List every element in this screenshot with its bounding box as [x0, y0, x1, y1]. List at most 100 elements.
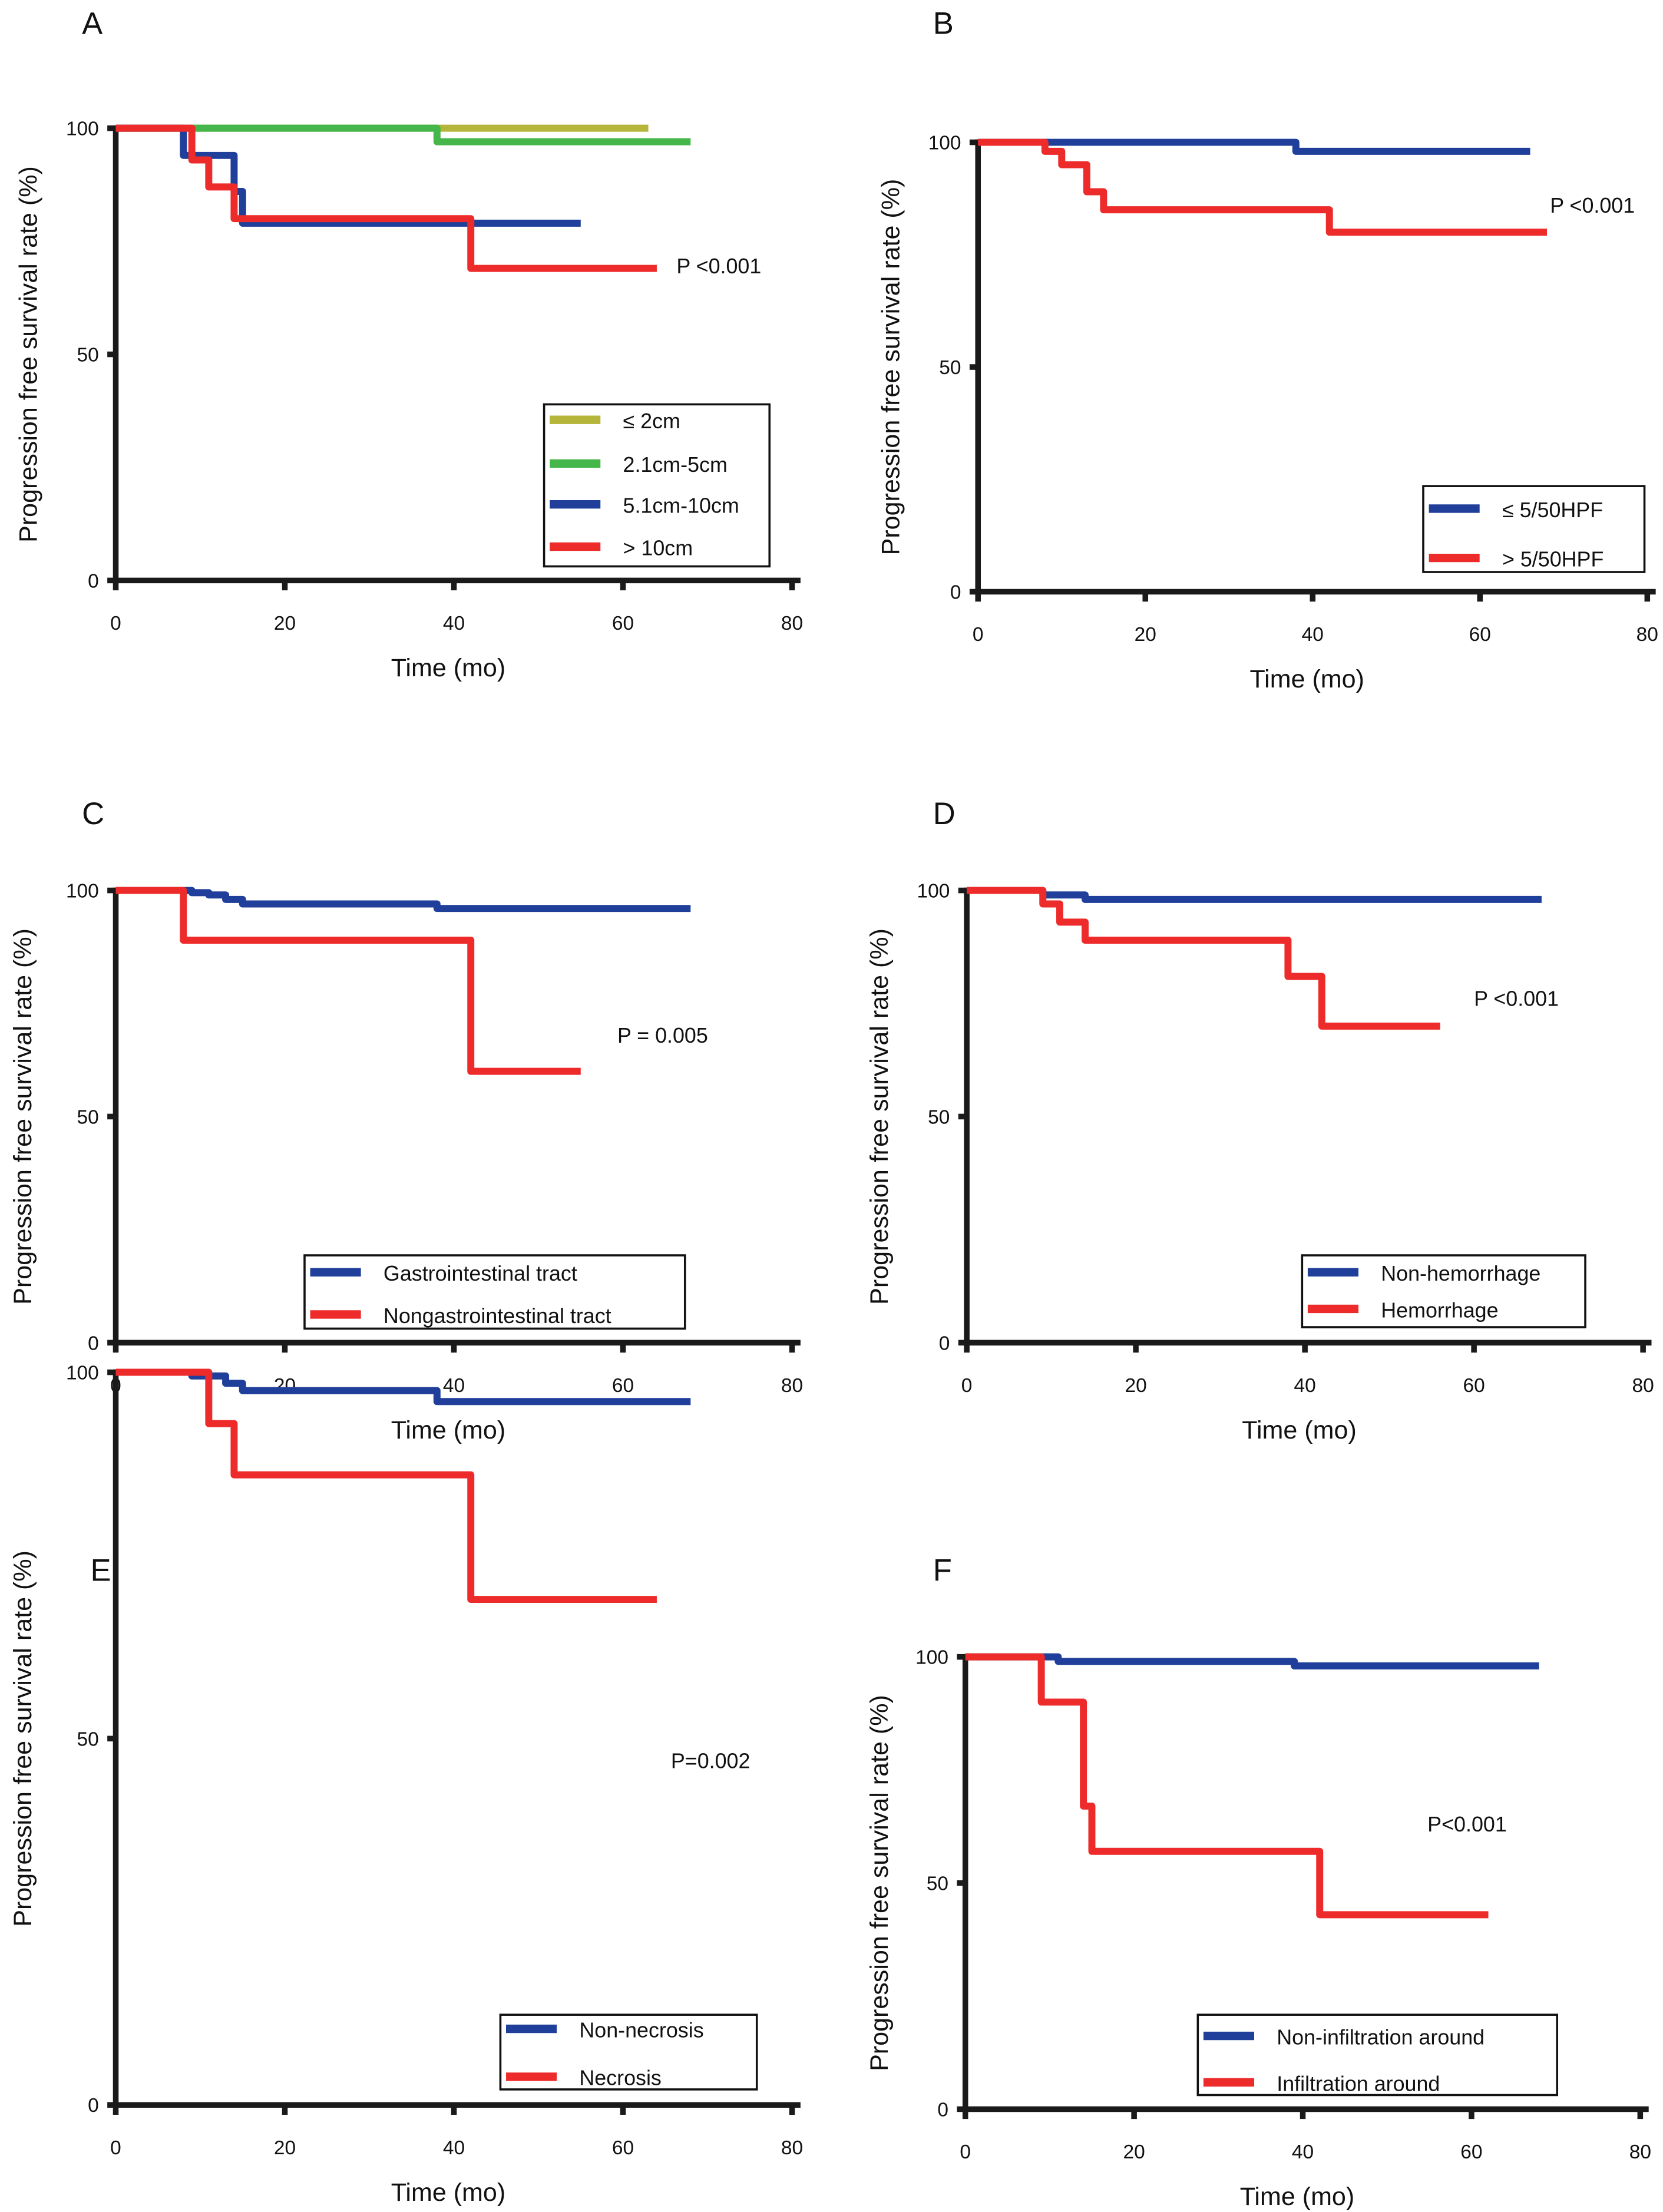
y-tick-label: 50	[927, 1873, 948, 1894]
legend-label: > 10cm	[623, 536, 693, 560]
legend-label: Nongastrointestinal tract	[383, 1304, 611, 1328]
p-value-annotation: P <0.001	[676, 254, 761, 278]
panel-letter: C	[82, 796, 104, 831]
survival-curve	[115, 887, 691, 912]
p-value-annotation: P <0.001	[1474, 987, 1559, 1011]
x-tick-label: 80	[1636, 624, 1658, 646]
legend-box	[303, 1254, 686, 1330]
x-tick-label: 0	[960, 2141, 971, 2163]
legend: Non-infiltration around Infiltration arou…	[1196, 2013, 1559, 2097]
x-tick-label: 60	[1469, 624, 1491, 646]
x-tick-label: 60	[1463, 1375, 1485, 1397]
survival-curve	[967, 887, 1542, 903]
survival-curve	[115, 1368, 657, 1603]
legend-box	[1301, 1254, 1586, 1328]
p-value-annotation: P = 0.005	[617, 1024, 708, 1047]
y-tick-label: 0	[937, 2099, 948, 2121]
y-axis-label: Progression free survival rate (%)	[865, 928, 894, 1305]
y-tick-label: 0	[950, 581, 961, 603]
survival-curve	[115, 124, 691, 146]
y-tick-label: 100	[66, 881, 99, 902]
legend: Gastrointestinal tract Nongastrointestina…	[303, 1254, 686, 1330]
y-tick-label: 0	[939, 1333, 950, 1354]
legend-label: ≤ 2cm	[623, 409, 680, 433]
x-tick-label: 40	[443, 2137, 465, 2159]
x-axis-label: Time (mo)	[391, 2178, 506, 2207]
panel-letter: D	[933, 796, 956, 831]
x-tick-label: 40	[1302, 624, 1324, 646]
legend: Non-hemorrhage Hemorrhage	[1301, 1254, 1586, 1328]
x-axis-label: Time (mo)	[1249, 665, 1364, 693]
panel-a: A 0 50 100 0 20 40 60 80 Time (mo) Progression fre…	[15, 6, 804, 682]
survival-curve	[965, 1653, 1539, 1669]
survival-curve	[978, 138, 1548, 236]
x-axis-label: Time (mo)	[1240, 2183, 1355, 2211]
survival-curve	[115, 1368, 691, 1406]
x-tick-label: 40	[443, 613, 465, 634]
legend-box	[543, 403, 771, 568]
p-value-annotation: P <0.001	[1550, 194, 1635, 217]
legend-label: Gastrointestinal tract	[383, 1262, 577, 1285]
y-tick-label: 50	[77, 344, 99, 366]
y-tick-label: 100	[66, 1362, 99, 1384]
panel-e: E 0 50 100 0 20 40 60 80 Time (mo) Progression fre…	[9, 1362, 803, 2206]
x-tick-label: 80	[1629, 2141, 1651, 2163]
y-axis-label: Progression free survival rate (%)	[9, 928, 37, 1305]
x-tick-label: 0	[110, 613, 121, 634]
legend-label: Non-necrosis	[579, 2018, 703, 2042]
x-tick-label: 20	[274, 613, 296, 634]
y-axis-label: Progression free survival rate (%)	[15, 166, 43, 543]
x-tick-label: 80	[1632, 1375, 1654, 1397]
y-axis-label: Progression free survival rate (%)	[877, 179, 905, 556]
y-tick-label: 100	[66, 118, 99, 140]
x-tick-label: 20	[1125, 1375, 1146, 1397]
y-tick-label: 50	[77, 1728, 99, 1750]
legend-label: 5.1cm-10cm	[623, 494, 739, 518]
x-tick-label: 60	[1460, 2141, 1482, 2163]
x-tick-label: 80	[781, 613, 803, 634]
y-tick-label: 0	[88, 570, 99, 592]
x-tick-label: 20	[274, 2137, 296, 2159]
x-tick-label: 0	[961, 1375, 973, 1397]
y-tick-label: 50	[928, 1106, 950, 1128]
x-tick-label: 40	[1292, 2141, 1314, 2163]
legend-label: > 5/50HPF	[1502, 547, 1604, 571]
panel-b: B 0 50 100 0 20 40 60 80 Time (mo) Progression fre…	[877, 6, 1658, 693]
x-tick-label: 80	[781, 1375, 803, 1397]
x-tick-label: 40	[1294, 1375, 1316, 1397]
panel-letter: B	[933, 6, 954, 41]
x-axis-label: Time (mo)	[1242, 1416, 1357, 1444]
legend-label: ≤ 5/50HPF	[1502, 498, 1603, 522]
x-tick-label: 80	[781, 2137, 803, 2159]
y-tick-label: 100	[915, 1647, 948, 1669]
legend-label: Non-hemorrhage	[1381, 1262, 1540, 1285]
y-axis-label: Progression free survival rate (%)	[9, 1550, 37, 1927]
y-tick-label: 50	[77, 1106, 99, 1128]
panel-c: C050100020406080Time (mo)Progression fre…	[9, 796, 803, 1444]
survival-curve	[115, 124, 657, 272]
y-tick-label: 100	[917, 881, 950, 902]
panel-f: F 0 50 100 0 20 40 60 80 Time (mo) Progression fre…	[865, 1553, 1651, 2211]
survival-curve	[115, 887, 581, 1075]
panel-letter: E	[90, 1553, 111, 1588]
legend-label: 2.1cm-5cm	[623, 453, 728, 477]
y-axis-label: Progression free survival rate (%)	[865, 1695, 894, 2071]
y-tick-label: 50	[939, 357, 961, 379]
y-tick-label: 0	[88, 2095, 99, 2117]
legend: Non-necrosis Necrosis	[499, 2013, 758, 2091]
survival-curve	[965, 1653, 1489, 1919]
survival-curve	[967, 887, 1440, 1030]
x-tick-label: 20	[1135, 624, 1156, 646]
survival-curve	[978, 138, 1530, 155]
x-tick-label: 20	[1123, 2141, 1145, 2163]
x-tick-label: 0	[973, 624, 984, 646]
panel-letter: A	[82, 6, 103, 41]
x-tick-label: 40	[443, 1375, 465, 1397]
p-value-annotation: P<0.001	[1427, 1813, 1507, 1836]
x-tick-label: 60	[612, 2137, 634, 2159]
x-tick-label: 60	[612, 1375, 634, 1397]
legend-label: Hemorrhage	[1381, 1298, 1498, 1322]
legend: ≤ 2cm 2.1cm-5cm 5.1cm-10cm > 10cm	[543, 403, 771, 568]
x-axis-label: Time (mo)	[391, 1416, 506, 1444]
